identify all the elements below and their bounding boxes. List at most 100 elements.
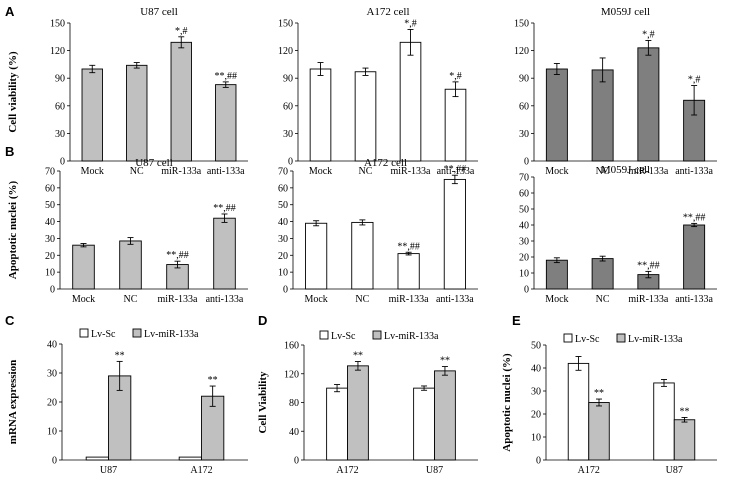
significance-label: **,## — [213, 203, 236, 214]
legend-swatch — [563, 333, 573, 343]
chart-title: M059J cell — [601, 6, 650, 18]
bar — [309, 68, 332, 162]
x-tick-label: NC — [355, 294, 369, 305]
bar — [637, 47, 660, 162]
x-tick-label: Mock — [81, 166, 104, 177]
y-tick-label: 0 — [524, 157, 529, 168]
x-tick-label: miR-133a — [158, 294, 199, 305]
bar — [683, 224, 706, 290]
x-tick-label: anti-133a — [207, 166, 245, 177]
x-tick-label: anti-133a — [206, 294, 244, 305]
x-tick-label: anti-133a — [675, 294, 713, 305]
y-tick-label: 30 — [519, 237, 529, 248]
y-tick-label: 70 — [278, 167, 288, 178]
panel-letter-b: B — [5, 144, 14, 159]
bar — [85, 456, 109, 461]
significance-label: *,# — [688, 75, 701, 86]
bar — [545, 68, 568, 162]
legend-label: Lv-Sc — [331, 331, 356, 342]
y-tick-label: 10 — [519, 269, 529, 280]
y-tick-label: 50 — [278, 200, 288, 211]
legend-label: Lv-miR-133a — [628, 334, 683, 345]
x-tick-label: miR-133a — [389, 294, 430, 305]
x-tick-label: NC — [130, 166, 144, 177]
y-tick-label: 70 — [519, 173, 529, 184]
y-tick-label: 0 — [294, 456, 299, 467]
chart-d: 0 40 80 120 160 Cell Viability ** A172 ** U87 Lv-S… — [257, 330, 478, 476]
bar — [591, 258, 614, 290]
y-tick-label: 40 — [531, 364, 541, 375]
chart-b3: 0 10 20 30 40 50 60 70 M059J cell Mock NC miR-133a *… — [519, 164, 717, 305]
significance-label: ** — [680, 406, 690, 417]
y-tick-label: 60 — [283, 101, 293, 112]
y-tick-label: 0 — [283, 285, 288, 296]
chart-c: 0 10 20 30 40 mRNA expression ** U87 ** A172 Lv-Sc… — [7, 328, 248, 476]
significance-label: **,## — [637, 260, 660, 271]
significance-label: **,## — [444, 164, 467, 175]
y-tick-label: 90 — [519, 74, 529, 85]
x-tick-label: NC — [124, 294, 138, 305]
chart-title: A172 cell — [364, 157, 407, 169]
x-tick-label: A172 — [190, 465, 212, 476]
panel-letter-c: C — [5, 313, 15, 328]
y-axis-label: Apoptotic nuclei (%) — [7, 180, 19, 279]
y-tick-label: 90 — [55, 74, 65, 85]
x-tick-label: miR-133a — [628, 294, 669, 305]
bar — [305, 222, 328, 290]
significance-label: ** — [594, 388, 604, 399]
y-axis-label: Apoptotic nuclei (%) — [501, 353, 513, 452]
y-tick-label: 30 — [278, 234, 288, 245]
y-tick-label: 70 — [45, 167, 55, 178]
legend-swatch — [372, 330, 382, 340]
legend-label: Lv-Sc — [575, 334, 600, 345]
y-tick-label: 60 — [55, 101, 65, 112]
x-tick-label: Mock — [309, 166, 332, 177]
x-tick-label: miR-133a — [391, 166, 432, 177]
y-tick-label: 20 — [47, 398, 57, 409]
y-tick-label: 30 — [47, 369, 57, 380]
significance-label: **,## — [166, 250, 189, 261]
bar — [673, 419, 696, 461]
y-tick-label: 60 — [519, 101, 529, 112]
bar — [588, 402, 610, 461]
x-tick-label: anti-133a — [675, 166, 713, 177]
legend-label: Lv-miR-133a — [384, 331, 439, 342]
legend: Lv-Sc Lv-miR-133a — [79, 328, 199, 340]
x-tick-label: NC — [359, 166, 373, 177]
y-tick-label: 20 — [519, 253, 529, 264]
y-tick-label: 0 — [536, 456, 541, 467]
x-tick-label: U87 — [426, 465, 443, 476]
y-tick-label: 50 — [519, 205, 529, 216]
legend-label: Lv-miR-133a — [144, 329, 199, 340]
y-tick-label: 60 — [45, 183, 55, 194]
significance-label: **,## — [683, 212, 706, 223]
y-tick-label: 80 — [289, 398, 299, 409]
y-tick-label: 150 — [278, 19, 293, 30]
chart-title: U87 cell — [135, 157, 173, 169]
legend-swatch — [79, 328, 89, 338]
panel-letter-a: A — [5, 4, 15, 19]
x-tick-label: anti-133a — [437, 166, 475, 177]
chart-b1: 0 10 20 30 40 50 60 70 U87 cell Apoptotic nuclei … — [7, 157, 248, 305]
x-tick-label: anti-133a — [436, 294, 474, 305]
chart-a3: 0 30 60 90 120 150 M059J cell Mock NC miR-133a *,#… — [514, 6, 717, 177]
significance-label: ** — [353, 351, 363, 362]
x-tick-label: miR-133a — [161, 166, 202, 177]
chart-a1: 0 30 60 90 120 150 U87 cell Cell viability (%) M… — [7, 6, 248, 177]
y-tick-label: 20 — [45, 251, 55, 262]
y-tick-label: 160 — [284, 341, 299, 352]
bar — [413, 387, 435, 461]
legend-label: Lv-Sc — [91, 329, 116, 340]
legend: Lv-Sc Lv-miR-133a — [319, 330, 439, 342]
x-tick-label: NC — [596, 166, 610, 177]
significance-label: *,# — [404, 18, 417, 29]
significance-label: **,## — [215, 71, 238, 82]
y-tick-label: 20 — [278, 251, 288, 262]
chart-e: 0 10 20 30 40 50 Apoptotic nuclei (%) ** A172 ** U… — [501, 333, 717, 476]
x-tick-label: Mock — [545, 294, 568, 305]
x-tick-label: NC — [596, 294, 610, 305]
y-tick-label: 120 — [278, 46, 293, 57]
y-tick-label: 60 — [278, 183, 288, 194]
y-tick-label: 120 — [284, 369, 299, 380]
